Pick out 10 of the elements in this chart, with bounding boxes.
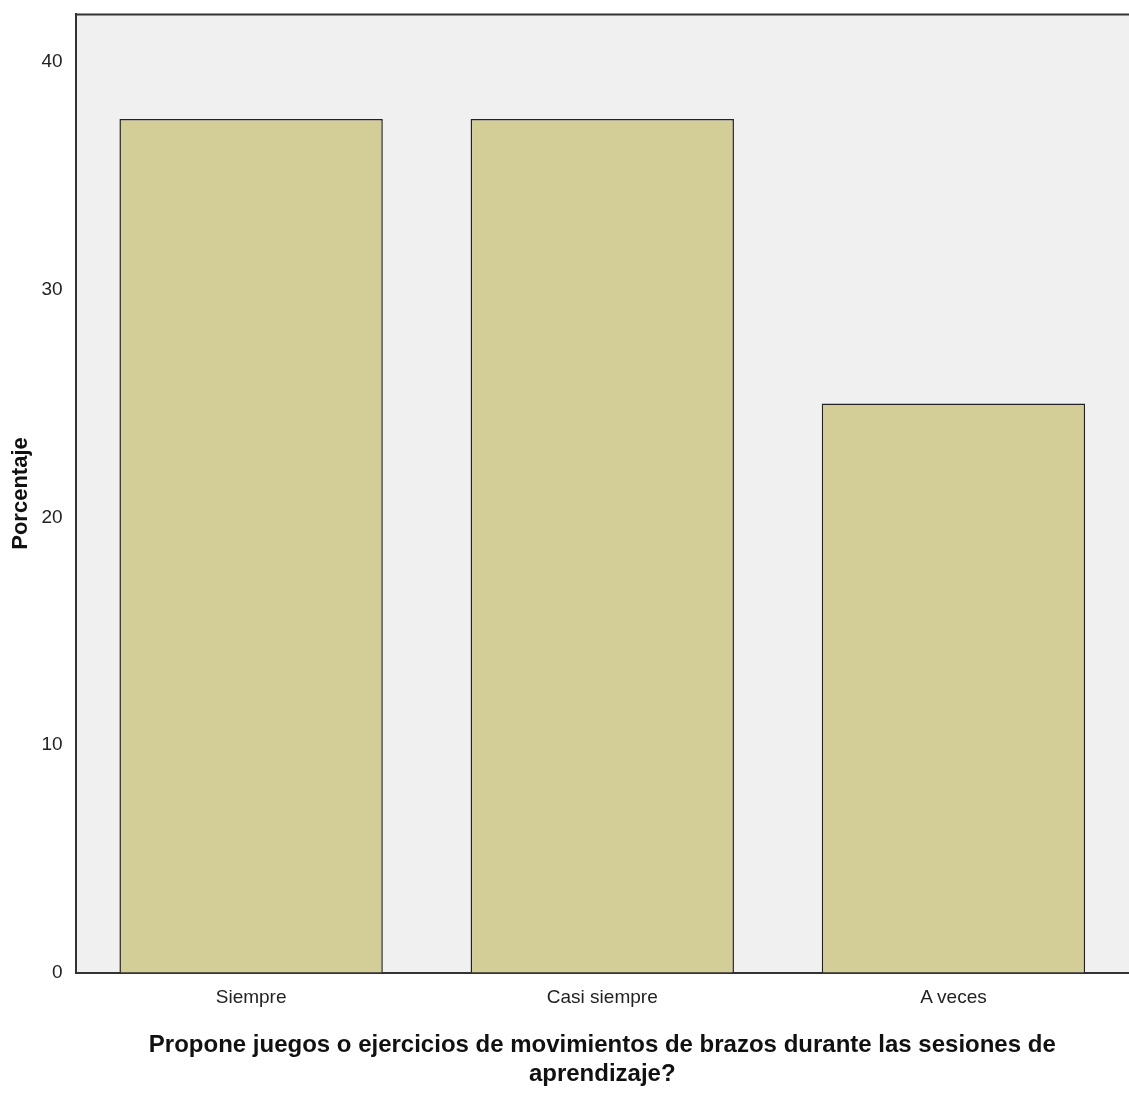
x-tick-label: A veces [920, 986, 987, 1008]
y-tick-label: 10 [41, 733, 63, 755]
x-axis-title: Propone juegos o ejercicios de movimientos de brazos durante las sesiones de aprendizaje? [148, 1030, 1056, 1087]
y-tick-label: 0 [51, 960, 63, 982]
y-tick-label: 40 [41, 50, 63, 72]
x-tick-label: Siempre [215, 986, 287, 1008]
x-tick-label: Casi siempre [546, 986, 658, 1008]
y-axis-title: Porcentaje [7, 437, 33, 550]
y-tick-label: 30 [41, 278, 63, 300]
y-tick-label: 20 [41, 505, 63, 527]
